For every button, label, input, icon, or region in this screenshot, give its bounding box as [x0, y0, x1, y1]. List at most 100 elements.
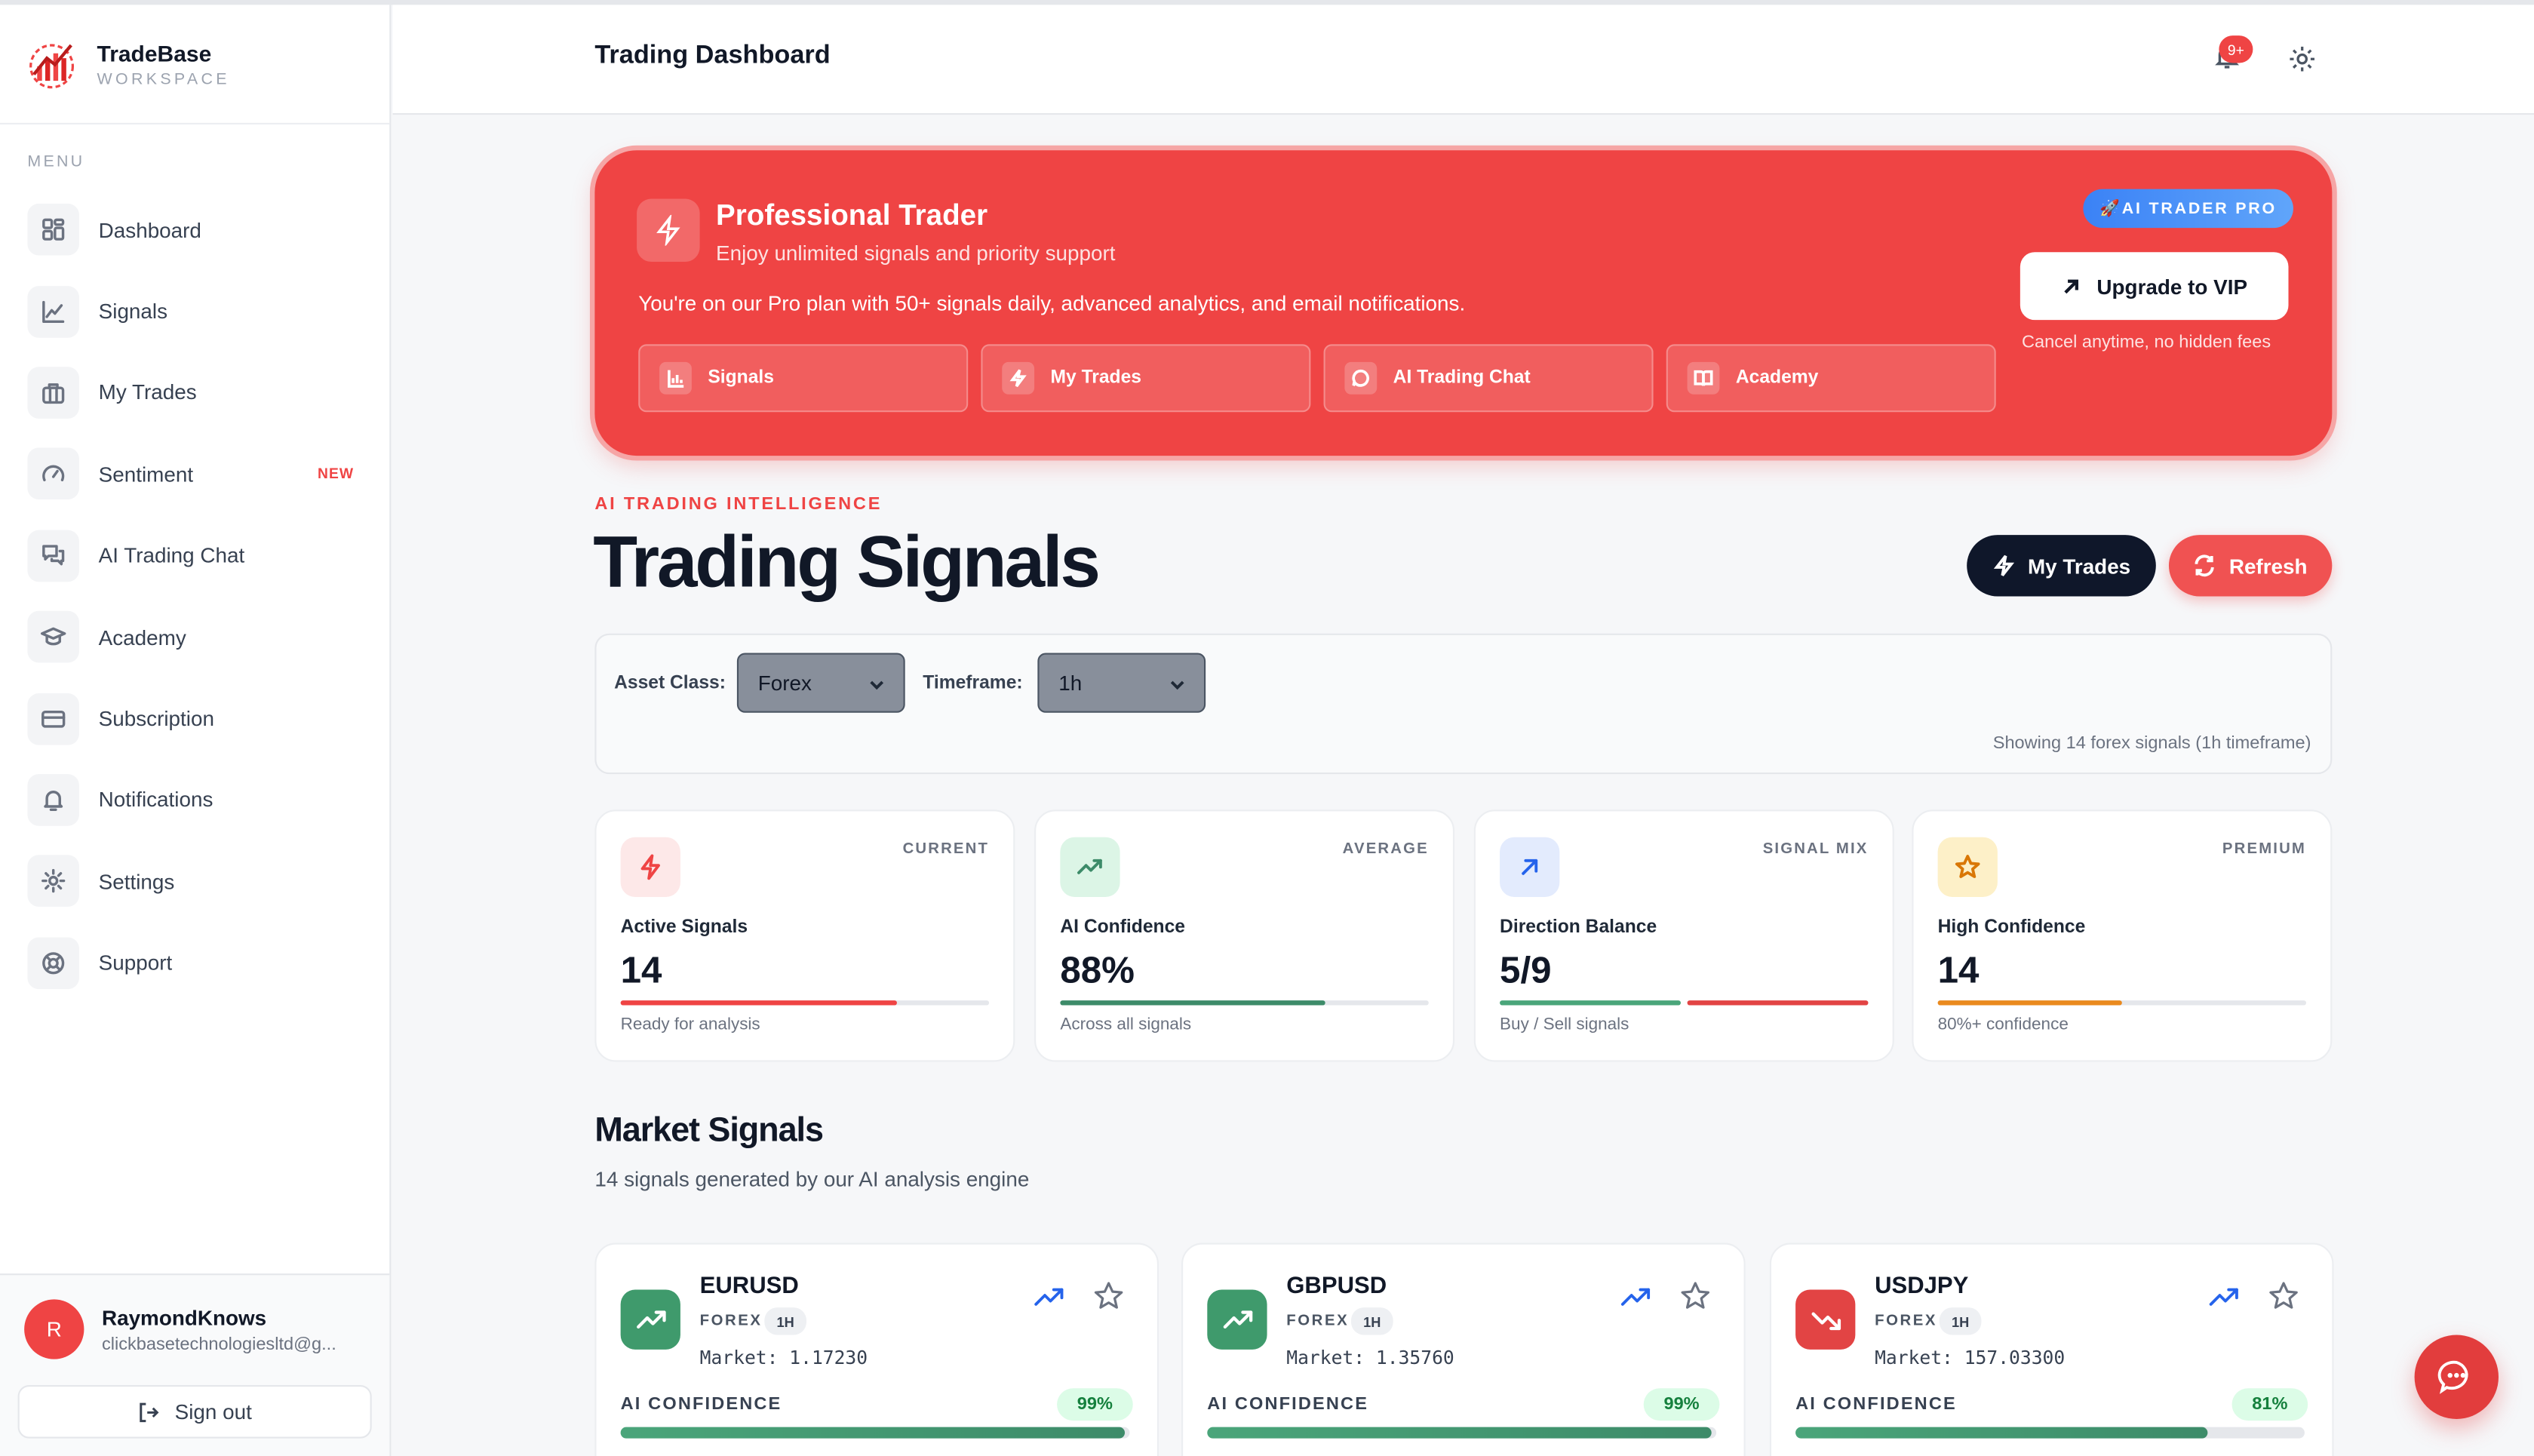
trending-down-icon [1795, 1289, 1856, 1350]
asset-class-label: Asset Class: [614, 674, 726, 694]
stat-card-ai-confidence: AVERAGE AI Confidence 88% Across all sig… [1034, 809, 1455, 1062]
sidebar-item-label: Support [98, 951, 173, 975]
chevron-down-icon [1170, 680, 1184, 690]
ai-confidence-fill [1207, 1427, 1712, 1439]
graduation-cap-icon [27, 611, 79, 663]
signal-card-usdjpy[interactable]: USDJPY FOREX 1H Market: 157.03300 AI CON… [1769, 1243, 2334, 1456]
cancel-note: Cancel anytime, no hidden fees [2022, 333, 2271, 353]
trend-chart-icon[interactable] [2207, 1282, 2240, 1322]
plan-hero-card: Professional Trader Enjoy unlimited sign… [594, 150, 2333, 456]
stat-label: High Confidence [1937, 917, 2086, 938]
user-name: RaymondKnows [101, 1305, 267, 1331]
timeframe-select[interactable]: 1h [1037, 653, 1206, 713]
market-signals-title: Market Signals [594, 1111, 824, 1150]
stat-label: Direction Balance [1500, 917, 1657, 938]
chat-support-button[interactable] [2414, 1335, 2499, 1419]
gauge-icon [27, 448, 79, 500]
sidebar-item-dashboard[interactable]: Dashboard [0, 189, 389, 271]
trending-up-icon [1207, 1289, 1267, 1350]
sidebar-item-my-trades[interactable]: My Trades [0, 352, 389, 434]
trending-up-icon [1060, 837, 1120, 897]
plan-subtitle: Enjoy unlimited signals and priority sup… [716, 241, 1116, 266]
refresh-label: Refresh [2228, 553, 2308, 578]
stat-value: 14 [1937, 948, 1980, 991]
sidebar-item-subscription[interactable]: Subscription [0, 677, 389, 759]
arrow-up-right-icon [1500, 837, 1560, 897]
sign-out-icon [140, 1402, 159, 1422]
plan-quick-links: Signals My Trades AI Trading Chat Academ… [638, 344, 1996, 413]
market-signals-subtitle: 14 signals generated by our AI analysis … [594, 1166, 1030, 1191]
briefcase-icon [27, 367, 79, 419]
upgrade-to-vip-button[interactable]: Upgrade to VIP [2020, 252, 2289, 321]
stat-tag: CURRENT [902, 840, 990, 859]
brand-subtitle: WORKSPACE [97, 70, 230, 88]
ai-confidence-label: AI CONFIDENCE [1207, 1394, 1369, 1415]
page-title: Trading Dashboard [594, 41, 831, 70]
stat-card-high-confidence: PREMIUM High Confidence 14 80%+ confiden… [1912, 809, 2333, 1062]
signal-card-eurusd[interactable]: EURUSD FOREX 1H Market: 1.17230 AI CONFI… [594, 1243, 1159, 1456]
user-email: clickbasetechnologiesltd@g... [101, 1335, 336, 1355]
quick-link-academy[interactable]: Academy [1666, 344, 1996, 413]
sign-out-button[interactable]: Sign out [17, 1384, 372, 1439]
ai-confidence-fill [620, 1427, 1125, 1439]
brand[interactable]: TradeBase WORKSPACE [0, 5, 390, 124]
ai-confidence-fill [1795, 1427, 2208, 1439]
signal-pair: EURUSD [699, 1273, 799, 1300]
asset-class-select[interactable]: Forex [736, 653, 905, 713]
sidebar-item-label: Sentiment [98, 462, 194, 487]
sidebar-item-ai-trading-chat[interactable]: AI Trading Chat [0, 515, 389, 596]
sidebar-item-settings[interactable]: Settings [0, 840, 389, 922]
stat-progress [620, 1000, 990, 1006]
ai-confidence-label: AI CONFIDENCE [1795, 1394, 1957, 1415]
credit-card-icon [27, 693, 79, 745]
stat-progress-fill [1937, 1000, 2122, 1006]
sidebar-item-label: AI Trading Chat [98, 543, 245, 568]
asset-class-value: Forex [757, 671, 812, 696]
upgrade-label: Upgrade to VIP [2096, 274, 2248, 299]
chat-bubble-icon [1344, 361, 1378, 395]
stat-card-direction-balance: SIGNAL MIX Direction Balance 5/9 Buy / S… [1473, 809, 1894, 1062]
sidebar-item-label: Subscription [98, 706, 214, 731]
sidebar-item-notifications[interactable]: Notifications [0, 759, 389, 840]
stat-label: Active Signals [620, 917, 748, 938]
buy-sell-balance-bar [1500, 1000, 1869, 1006]
plan-description: You're on our Pro plan with 50+ signals … [638, 290, 1466, 315]
favorite-star-icon[interactable] [2268, 1280, 2300, 1321]
lightning-icon [637, 198, 700, 263]
chevron-down-icon [870, 680, 884, 690]
sidebar-item-label: My Trades [98, 380, 197, 405]
stat-label: AI Confidence [1060, 917, 1185, 938]
trend-chart-icon[interactable] [1620, 1282, 1652, 1322]
timeframe-label: Timeframe: [923, 674, 1023, 694]
my-trades-label: My Trades [2027, 553, 2131, 578]
quick-link-ai-trading-chat[interactable]: AI Trading Chat [1323, 344, 1654, 413]
settings-button[interactable] [2287, 44, 2317, 82]
stat-card-active-signals: CURRENT Active Signals 14 Ready for anal… [594, 809, 1015, 1062]
sidebar-item-label: Notifications [98, 788, 213, 812]
sidebar-item-signals[interactable]: Signals [0, 271, 389, 352]
window-top-border [0, 0, 2534, 5]
sidebar-item-academy[interactable]: Academy [0, 596, 389, 677]
quick-link-label: AI Trading Chat [1393, 368, 1531, 389]
plan-title: Professional Trader [716, 198, 988, 232]
my-trades-button[interactable]: My Trades [1967, 535, 2156, 597]
sidebar-item-support[interactable]: Support [0, 922, 389, 1003]
avatar[interactable]: R [24, 1299, 84, 1359]
book-icon [1687, 361, 1720, 395]
section-eyebrow: AI TRADING INTELLIGENCE [594, 494, 883, 515]
stat-note: 80%+ confidence [1937, 1015, 2069, 1035]
refresh-button[interactable]: Refresh [2168, 535, 2333, 597]
signal-timeframe: 1H [1939, 1307, 1982, 1335]
quick-link-my-trades[interactable]: My Trades [981, 344, 1311, 413]
signal-pair: GBPUSD [1286, 1273, 1387, 1300]
sidebar-item-label: Signals [98, 299, 168, 324]
trend-chart-icon[interactable] [1033, 1282, 1065, 1322]
results-count-note: Showing 14 forex signals (1h timeframe) [1992, 733, 2311, 754]
quick-link-signals[interactable]: Signals [638, 344, 969, 413]
stat-progress-fill [620, 1000, 897, 1006]
favorite-star-icon[interactable] [1092, 1280, 1125, 1321]
signal-pair: USDJPY [1875, 1273, 1969, 1300]
signal-card-gbpusd[interactable]: GBPUSD FOREX 1H Market: 1.35760 AI CONFI… [1181, 1243, 1746, 1456]
sidebar-item-sentiment[interactable]: Sentiment NEW [0, 434, 389, 515]
favorite-star-icon[interactable] [1679, 1280, 1712, 1321]
